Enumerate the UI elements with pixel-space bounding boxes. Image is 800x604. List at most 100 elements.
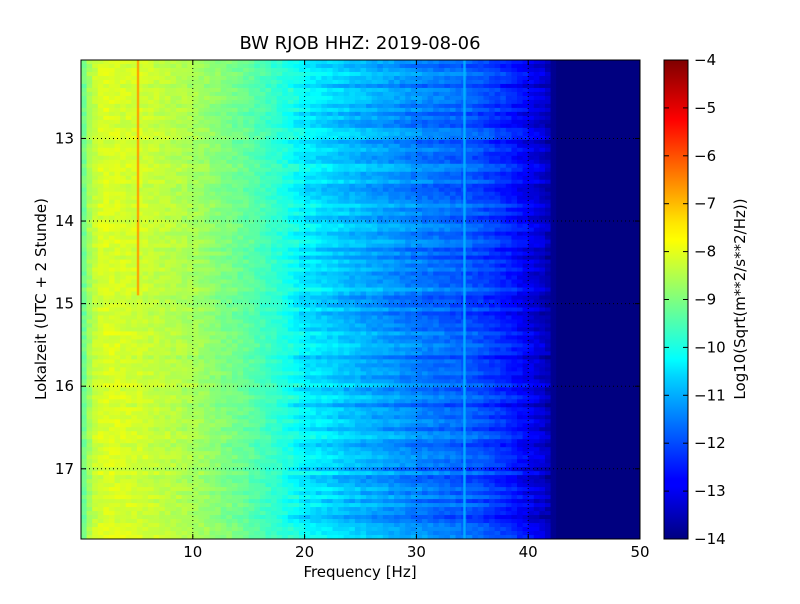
heatmap-cell xyxy=(483,240,489,245)
heatmap-cell xyxy=(495,224,501,229)
heatmap-cell xyxy=(388,104,394,109)
heatmap-cell xyxy=(618,144,624,149)
heatmap-cell xyxy=(433,244,439,249)
heatmap-cell xyxy=(288,156,294,161)
heatmap-cell xyxy=(277,256,283,261)
heatmap-cell xyxy=(528,240,534,245)
heatmap-cell xyxy=(439,88,445,93)
heatmap-cell xyxy=(210,180,216,185)
heatmap-cell xyxy=(243,224,249,229)
heatmap-cell xyxy=(372,168,378,173)
heatmap-cell xyxy=(327,256,333,261)
heatmap-cell xyxy=(629,80,635,85)
heatmap-cell xyxy=(210,196,216,201)
heatmap-cell xyxy=(489,256,495,261)
heatmap-cell xyxy=(131,208,137,213)
heatmap-cell xyxy=(154,180,160,185)
heatmap-cell xyxy=(170,208,176,213)
heatmap-cell xyxy=(92,208,98,213)
heatmap-cell xyxy=(103,152,109,157)
heatmap-cell xyxy=(165,96,171,101)
heatmap-cell xyxy=(551,80,557,85)
heatmap-cell xyxy=(120,124,126,129)
heatmap-cell xyxy=(198,232,204,237)
heatmap-cell xyxy=(545,224,551,229)
heatmap-cell xyxy=(165,108,171,113)
heatmap-cell xyxy=(372,172,378,177)
heatmap-cell xyxy=(601,252,607,257)
heatmap-cell xyxy=(590,72,596,77)
heatmap-cell xyxy=(495,60,501,65)
heatmap-cell xyxy=(551,188,557,193)
heatmap-cell xyxy=(506,68,512,73)
heatmap-cell xyxy=(249,252,255,257)
heatmap-cell xyxy=(271,216,277,221)
heatmap-cell xyxy=(103,192,109,197)
heatmap-cell xyxy=(394,132,400,137)
heatmap-cell xyxy=(333,200,339,205)
heatmap-cell xyxy=(176,100,182,105)
heatmap-cell xyxy=(606,112,612,117)
heatmap-cell xyxy=(243,200,249,205)
heatmap-cell xyxy=(344,76,350,81)
heatmap-cell xyxy=(238,140,244,145)
heatmap-cell xyxy=(131,220,137,225)
heatmap-cell xyxy=(176,236,182,241)
heatmap-cell xyxy=(92,108,98,113)
heatmap-cell xyxy=(243,76,249,81)
heatmap-cell xyxy=(377,184,383,189)
heatmap-cell xyxy=(210,236,216,241)
heatmap-cell xyxy=(528,176,534,181)
heatmap-cell xyxy=(254,192,260,197)
heatmap-cell xyxy=(243,116,249,121)
heatmap-cell xyxy=(254,160,260,165)
heatmap-cell xyxy=(249,244,255,249)
heatmap-cell xyxy=(271,84,277,89)
heatmap-cell xyxy=(210,72,216,77)
heatmap-cell xyxy=(142,256,148,261)
heatmap-cell xyxy=(601,188,607,193)
heatmap-cell xyxy=(489,84,495,89)
heatmap-cell xyxy=(612,240,618,245)
heatmap-cell xyxy=(193,100,199,105)
heatmap-cell xyxy=(120,204,126,209)
heatmap-cell xyxy=(511,156,517,161)
heatmap-cell xyxy=(198,216,204,221)
heatmap-cell xyxy=(428,60,434,65)
heatmap-cell xyxy=(120,84,126,89)
heatmap-cell xyxy=(467,140,473,145)
heatmap-cell xyxy=(176,232,182,237)
heatmap-cell xyxy=(249,228,255,233)
heatmap-cell xyxy=(573,188,579,193)
heatmap-cell xyxy=(618,136,624,141)
heatmap-cell xyxy=(204,164,210,169)
heatmap-cell xyxy=(573,240,579,245)
heatmap-cell xyxy=(327,212,333,217)
heatmap-cell xyxy=(154,252,160,257)
heatmap-cell xyxy=(249,112,255,117)
heatmap-cell xyxy=(92,124,98,129)
heatmap-cell xyxy=(193,164,199,169)
heatmap-cell xyxy=(467,240,473,245)
heatmap-cell xyxy=(176,120,182,125)
heatmap-cell xyxy=(590,196,596,201)
heatmap-cell xyxy=(400,232,406,237)
heatmap-cell xyxy=(293,136,299,141)
heatmap-cell xyxy=(221,232,227,237)
heatmap-cell xyxy=(159,224,165,229)
heatmap-cell xyxy=(590,60,596,65)
heatmap-cell xyxy=(349,176,355,181)
heatmap-cell xyxy=(170,60,176,65)
heatmap-cell xyxy=(349,164,355,169)
heatmap-cell xyxy=(355,160,361,165)
heatmap-cell xyxy=(590,192,596,197)
heatmap-cell xyxy=(154,232,160,237)
heatmap-cell xyxy=(528,216,534,221)
heatmap-cell xyxy=(198,60,204,65)
heatmap-cell xyxy=(120,140,126,145)
heatmap-cell xyxy=(366,208,372,213)
heatmap-cell xyxy=(243,196,249,201)
heatmap-cell xyxy=(562,216,568,221)
heatmap-cell xyxy=(204,112,210,117)
heatmap-cell xyxy=(483,256,489,261)
